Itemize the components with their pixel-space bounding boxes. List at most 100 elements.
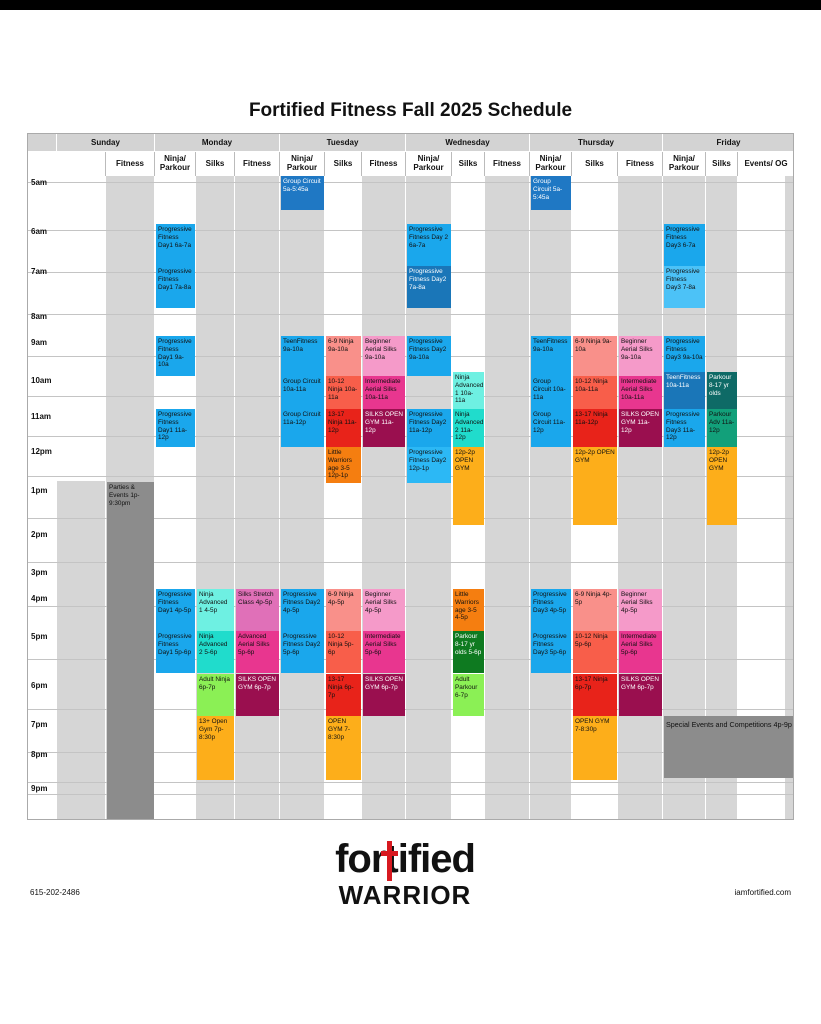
day-header-sunday: Sunday [57, 134, 155, 151]
class-block: Progressive Fitness Day2 7a-8a [407, 266, 451, 308]
class-block: Intermediate Aerial Silks 5p-6p [619, 631, 662, 673]
class-block: Beginner Aerial Silks 9a-10a [363, 336, 405, 376]
class-block: Progressive Fitness Day3 11a-12p [664, 409, 705, 447]
column-header: Fitness [235, 152, 280, 176]
column-header: Fitness [362, 152, 406, 176]
time-label: 11am [31, 412, 52, 421]
class-block: Progressive Fitness Day2 9a-10a [407, 336, 451, 376]
class-block: Progressive Fitness Day3 6-7a [664, 224, 705, 266]
class-block: Group Circuit 5a-5:45a [281, 176, 324, 210]
class-block: Little Warriors age 3-5 12p-1p [326, 447, 361, 483]
class-block: 10-12 Ninja 5p-6p [573, 631, 617, 673]
class-block: Parkour Adv 11a-12p [707, 409, 737, 447]
day-header-monday: Monday [155, 134, 280, 151]
time-label: 6am [31, 227, 48, 236]
class-block: Progressive Fitness Day2 11a-12p [407, 409, 451, 447]
class-block: Progressive Fitness Day3 5p-6p [531, 631, 571, 673]
column-header: Events/ OG [738, 152, 793, 176]
sunday-open-area [57, 176, 106, 481]
column-header: Silks [706, 152, 738, 176]
logo-subtitle: WARRIOR [338, 880, 472, 910]
time-label: 5pm [31, 632, 48, 641]
hour-line [28, 396, 793, 397]
class-block: 6-9 Ninja 4p-5p [326, 589, 361, 631]
phone-number: 615-202-2486 [30, 888, 80, 897]
saturday-column [738, 176, 793, 819]
logo-wordmark: fortified [335, 837, 476, 881]
class-block: Progressive Fitness Day1 6a-7a [156, 224, 195, 266]
class-block: Progressive Fitness Day1 7a-8a [156, 266, 195, 308]
time-label: 2pm [31, 530, 48, 539]
class-block: Ninja Advanced 1 10a-11a [453, 372, 484, 410]
column-header: Ninja/ Parkour [530, 152, 572, 176]
class-block: Ninja Advanced 1 4-5p [197, 589, 234, 631]
hour-line [28, 794, 793, 795]
hour-line [28, 562, 793, 563]
time-label: 7am [31, 267, 48, 276]
class-block: SILKS OPEN GYM 6p-7p [619, 674, 662, 716]
class-block: TeenFitness 10a-11a [664, 372, 705, 410]
class-block: 12p-2p OPEN GYM [573, 447, 617, 525]
time-label: 10am [31, 376, 52, 385]
time-label: 6pm [31, 681, 48, 690]
class-block: Beginner Aerial Silks 9a-10a [619, 336, 662, 376]
class-block: Little Warriors age 3-5 4-5p [453, 589, 484, 631]
class-block: 13-17 Ninja 11a-12p [573, 409, 617, 447]
class-block: Parkour 8-17 yr olds 5-6p [453, 631, 484, 673]
class-block: Parkour 8-17 yr olds [707, 372, 737, 410]
class-block: Beginner Aerial Silks 4p-5p [363, 589, 405, 631]
column-header: Fitness [618, 152, 663, 176]
class-block: Advanced Aerial Silks 5p-6p [236, 631, 279, 673]
class-block: Ninja Advanced 2 5-6p [197, 631, 234, 673]
class-block: 13-17 Ninja 6p-7p [326, 674, 361, 716]
class-block: Adult Ninja 6p-7p [197, 674, 234, 716]
schedule-title: Fortified Fitness Fall 2025 Schedule [248, 100, 573, 121]
hour-line [28, 752, 793, 753]
website[interactable]: iamfortified.com [734, 888, 791, 897]
time-label: 9am [31, 338, 48, 347]
class-block: 13-17 Ninja 11a-12p [326, 409, 361, 447]
class-block: Intermediate Aerial Silks 5p-6p [363, 631, 405, 673]
class-block: Progressive Fitness Day 2 6a-7a [407, 224, 451, 266]
time-label: 9pm [31, 784, 48, 793]
schedule-grid: Sunday Monday Tuesday Wednesday Thursday Frid… [27, 133, 794, 820]
column-header: Silks [572, 152, 618, 176]
time-label: 8am [31, 312, 48, 321]
sunday-subheader [28, 152, 106, 176]
class-block: Adult Parkour 6-7p [453, 674, 484, 716]
time-label: 3pm [31, 568, 48, 577]
class-block: Progressive Fitness Day1 4p-5p [156, 589, 195, 631]
class-block: SILKS OPEN GYM 11a-12p [619, 409, 662, 447]
time-label: 4pm [31, 594, 48, 603]
class-block: Group Circuit 10a-11a [531, 376, 571, 412]
class-block: 10-12 Ninja 10a-11a [573, 376, 617, 412]
class-block: Progressive Fitness Day3 4p-5p [531, 589, 571, 631]
column-header: Fitness [485, 152, 530, 176]
class-block: SILKS OPEN GYM 6p-7p [236, 674, 279, 716]
class-block: 13+ Open Gym 7p-8:30p [197, 716, 234, 780]
class-block: Progressive Fitness Day1 9a-10a [156, 336, 195, 376]
class-block: Progressive Fitness Day1 11a-12p [156, 409, 195, 447]
saturday-margin [785, 176, 793, 819]
class-block: 6-9 Ninja 9a-10a [573, 336, 617, 376]
column-header: Ninja/ Parkour [663, 152, 706, 176]
class-block: 12p-2p OPEN GYM [707, 447, 737, 525]
class-block: Group Circuit 5a-5:45a [531, 176, 571, 210]
day-header-thursday: Thursday [530, 134, 663, 151]
column-header: Fitness [106, 152, 155, 176]
column-header: Ninja/ Parkour [406, 152, 452, 176]
class-block: 6-9 Ninja 4p-5p [573, 589, 617, 631]
column-header: Ninja/ Parkour [155, 152, 196, 176]
class-block: Group Circuit 11a-12p [281, 409, 324, 447]
hour-line [28, 709, 793, 710]
class-block: Progressive Fitness Day1 5p-6p [156, 631, 195, 673]
column-header: Silks [196, 152, 235, 176]
class-block: Progressive Fitness Day2 5p-6p [281, 631, 324, 673]
class-block: Ninja Advanced 2 11a-12p [453, 409, 484, 447]
hour-line [28, 182, 793, 183]
class-block: TeenFitness 9a-10a [531, 336, 571, 376]
hour-line [28, 659, 793, 660]
time-label: 8pm [31, 750, 48, 759]
column-header: Ninja/ Parkour [280, 152, 325, 176]
time-label: 1pm [31, 486, 48, 495]
